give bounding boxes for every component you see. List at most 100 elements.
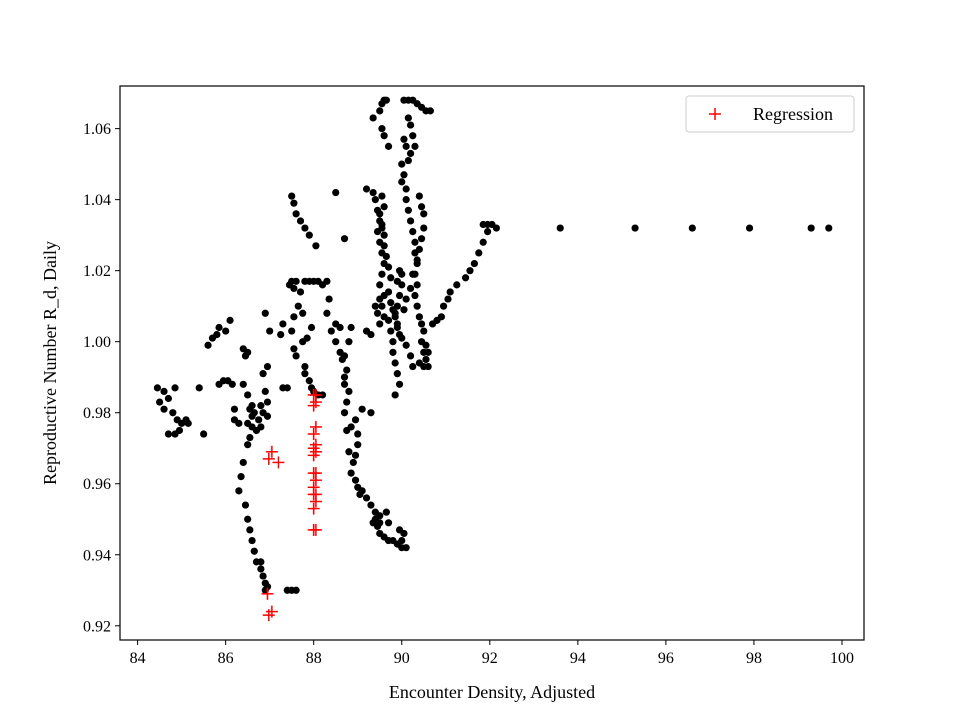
data-point	[290, 284, 298, 293]
data-point	[402, 544, 410, 552]
y-tick-label: 1.00	[83, 334, 111, 351]
data-point	[290, 199, 298, 207]
data-point	[745, 224, 754, 232]
data-point	[259, 572, 267, 580]
data-point	[362, 185, 371, 193]
regression-point	[265, 445, 278, 458]
data-point	[411, 238, 419, 246]
data-point	[340, 380, 349, 388]
x-tick-label: 90	[394, 650, 410, 667]
x-tick-label: 86	[218, 650, 234, 667]
data-point	[400, 529, 408, 538]
data-point	[244, 348, 252, 356]
data-point	[404, 156, 412, 165]
data-point	[631, 224, 639, 232]
data-point	[327, 327, 335, 335]
data-point	[398, 160, 406, 168]
x-tick-label: 96	[658, 650, 674, 667]
data-point	[378, 220, 386, 229]
data-point	[290, 345, 298, 353]
data-point	[380, 259, 388, 268]
data-point	[318, 391, 327, 399]
y-tick-label: 0.98	[83, 405, 111, 422]
data-point	[413, 256, 421, 264]
data-point	[417, 320, 426, 328]
data-point	[475, 249, 483, 257]
data-point	[250, 409, 258, 417]
data-point	[367, 330, 375, 339]
data-point	[343, 398, 351, 406]
data-point	[244, 441, 252, 449]
data-point	[483, 220, 492, 229]
data-point	[378, 302, 386, 310]
data-point	[292, 210, 300, 218]
data-point	[323, 277, 331, 285]
regression-point	[262, 452, 275, 465]
data-point	[422, 355, 430, 364]
data-point	[296, 288, 305, 296]
data-point	[415, 245, 423, 253]
y-axis: 0.92 0.94 0.96 0.98 1.00 1.02 1.04 1.06	[83, 121, 120, 635]
data-point	[299, 309, 307, 317]
data-point	[406, 149, 415, 158]
data-point	[376, 107, 384, 115]
x-tick-label: 94	[570, 650, 586, 667]
data-point	[362, 494, 371, 502]
data-point	[340, 235, 349, 243]
data-point	[347, 423, 355, 431]
data-point	[351, 416, 360, 424]
data-point	[340, 373, 349, 381]
data-point	[393, 320, 401, 328]
data-point	[173, 416, 181, 424]
data-point	[235, 419, 243, 427]
regression-point	[309, 420, 322, 433]
data-point	[411, 142, 419, 150]
data-point	[215, 323, 223, 332]
data-point	[288, 327, 296, 335]
data-point	[380, 231, 388, 239]
data-point	[294, 302, 302, 310]
data-point	[378, 270, 386, 278]
data-point	[483, 228, 492, 236]
data-point	[263, 398, 272, 406]
data-point	[358, 487, 366, 495]
data-point	[255, 416, 263, 424]
y-tick-label: 1.02	[83, 263, 111, 280]
data-point	[279, 320, 287, 328]
x-tick-label: 84	[130, 650, 146, 667]
data-point	[351, 476, 360, 484]
x-axis: 84 86 88 90 92 94 96 98 100	[130, 640, 854, 667]
data-point	[373, 228, 382, 236]
data-point	[246, 526, 254, 534]
regression-point	[265, 605, 278, 618]
data-point	[402, 142, 410, 150]
data-point	[420, 327, 428, 335]
data-point	[277, 330, 285, 339]
data-point	[380, 132, 388, 140]
y-tick-label: 1.04	[83, 192, 111, 209]
data-point	[164, 430, 173, 438]
data-point	[257, 402, 265, 410]
data-point	[384, 142, 393, 150]
data-point	[343, 366, 351, 374]
data-point	[323, 309, 331, 317]
data-point	[437, 313, 445, 321]
data-point	[244, 391, 252, 399]
data-point	[283, 384, 291, 392]
data-point	[402, 196, 410, 204]
legend-regression-label: Regression	[753, 104, 833, 124]
y-tick-label: 1.06	[83, 121, 111, 138]
data-point	[393, 370, 401, 378]
regression-point	[309, 438, 322, 451]
data-point	[411, 291, 419, 300]
plot-frame	[119, 85, 865, 641]
data-point	[340, 352, 349, 360]
y-tick-label: 0.92	[83, 618, 111, 635]
data-point	[263, 362, 272, 371]
data-point	[239, 458, 247, 467]
data-point	[235, 487, 243, 495]
data-point	[332, 338, 340, 346]
data-point	[406, 121, 415, 129]
legend-regression-marker	[709, 108, 721, 120]
